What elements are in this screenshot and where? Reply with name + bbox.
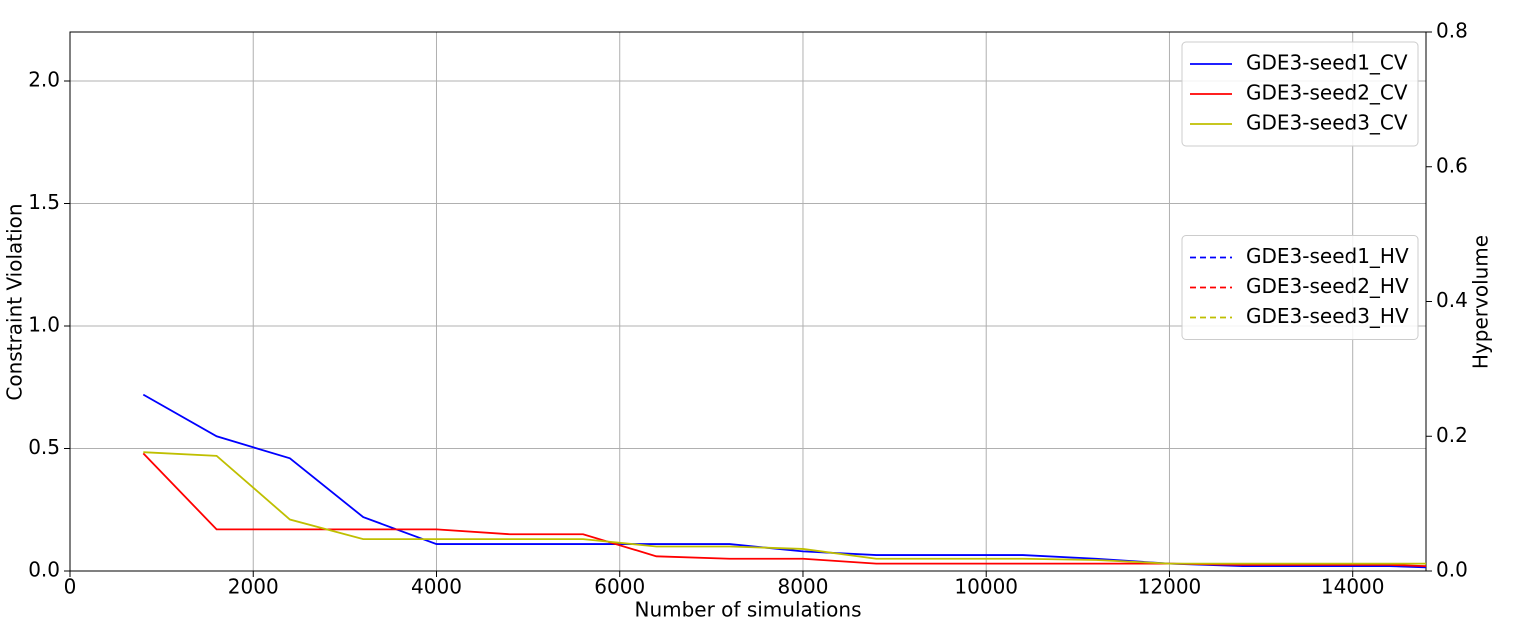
y-tick-label: 0.5 — [28, 435, 60, 459]
x-tick-label: 0 — [64, 575, 77, 599]
legend-box — [1181, 41, 1419, 147]
legend-label: GDE3-seed1_HV — [1246, 244, 1409, 268]
plot-frame — [69, 31, 1427, 572]
x-tick-label: 6000 — [594, 575, 645, 599]
y-axis-label: Constraint Violation — [3, 203, 27, 400]
y2-tick-label: 0.8 — [1436, 19, 1468, 43]
series-line — [142, 393, 1427, 569]
legend-label: GDE3-seed3_CV — [1246, 111, 1408, 135]
x-tick-label: 10000 — [954, 575, 1018, 599]
x-tick-label: 4000 — [411, 575, 462, 599]
legend-box — [1181, 235, 1419, 340]
y-tick-label: 1.5 — [28, 190, 60, 214]
y2-tick-label: 0.6 — [1436, 153, 1468, 177]
y2-tick-label: 0.2 — [1436, 423, 1468, 447]
y-tick-label: 2.0 — [28, 68, 60, 92]
legend-label: GDE3-seed1_CV — [1246, 51, 1408, 75]
series-line — [142, 452, 1427, 567]
x-tick-label: 2000 — [228, 575, 279, 599]
y-tick-label: 0.0 — [28, 558, 60, 582]
y2-tick-label: 0.0 — [1436, 558, 1468, 582]
legend-label: GDE3-seed2_HV — [1246, 274, 1409, 298]
x-tick-label: 8000 — [778, 575, 829, 599]
y2-axis-label: Hypervolume — [1469, 235, 1493, 369]
y-tick-label: 1.0 — [28, 313, 60, 337]
x-tick-label: 14000 — [1321, 575, 1385, 599]
x-axis-label: Number of simulations — [634, 598, 861, 622]
legend-label: GDE3-seed3_HV — [1246, 304, 1409, 328]
y2-tick-label: 0.4 — [1436, 288, 1468, 312]
series-line — [143, 451, 1426, 565]
x-tick-label: 12000 — [1138, 575, 1202, 599]
legend-label: GDE3-seed2_CV — [1246, 81, 1408, 105]
